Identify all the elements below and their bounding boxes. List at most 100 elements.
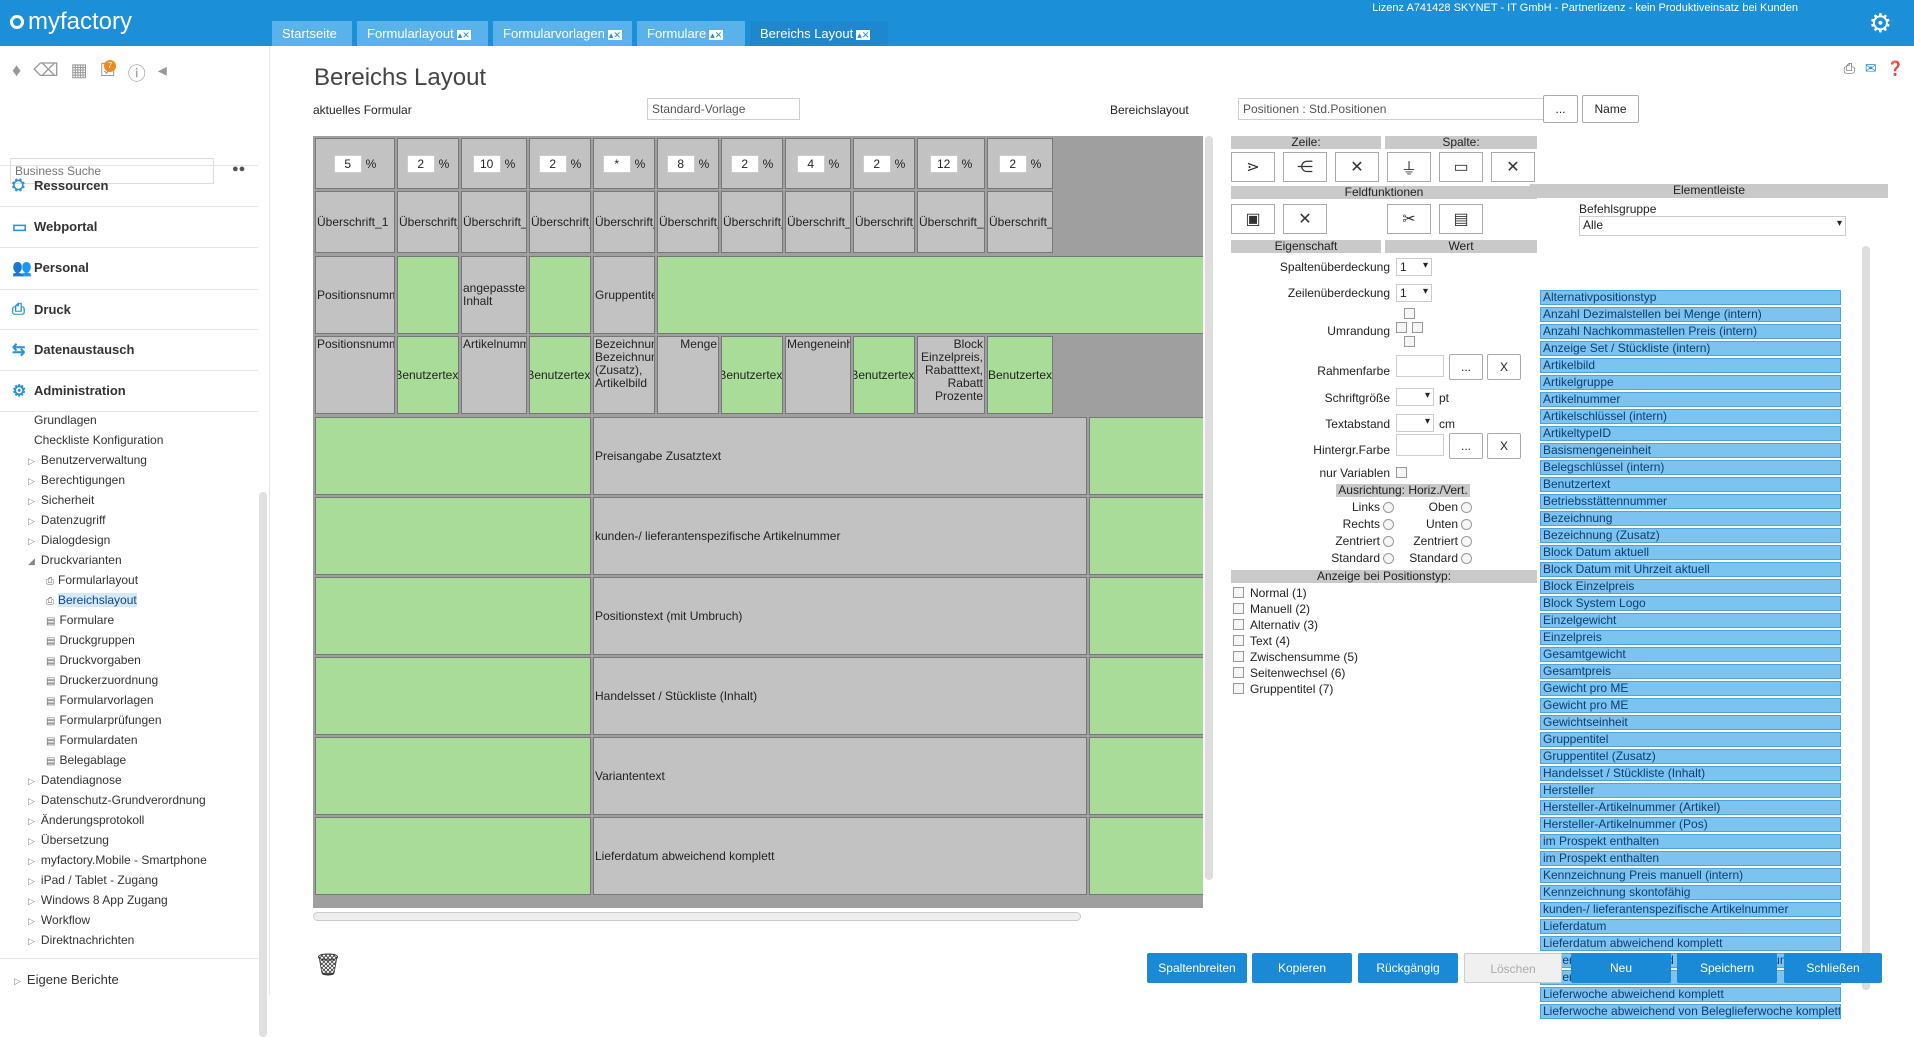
expand-icon[interactable]: ▷ bbox=[28, 496, 35, 506]
button-0[interactable]: Spaltenbreiten bbox=[1147, 953, 1247, 983]
zeilenueberdeckung-select[interactable]: 1 bbox=[1396, 284, 1432, 302]
column-width-input[interactable]: 2 bbox=[862, 154, 891, 173]
column-width-cell[interactable]: 8% bbox=[657, 138, 719, 189]
column-width-cell[interactable]: 2% bbox=[853, 138, 915, 189]
column-width-input[interactable]: 2 bbox=[730, 154, 759, 173]
calendar-icon[interactable]: ▦ bbox=[70, 60, 88, 80]
element-item[interactable]: Benutzertext bbox=[1540, 477, 1841, 492]
clear-field-icon[interactable]: ✕ bbox=[1283, 204, 1327, 234]
current-form-field[interactable]: Standard-Vorlage bbox=[647, 98, 800, 120]
tree-item-10[interactable]: ▤ Formulare bbox=[46, 613, 114, 627]
positionstyp-checkbox-1[interactable] bbox=[1233, 603, 1244, 614]
column-width-input[interactable]: 4 bbox=[796, 154, 825, 173]
column-width-cell[interactable]: 2% bbox=[987, 138, 1053, 189]
mail-icon[interactable]: ✉ bbox=[1864, 60, 1877, 76]
remove-element-icon[interactable]: ✂ bbox=[1387, 204, 1431, 234]
background-color-field[interactable] bbox=[1396, 434, 1444, 456]
column-width-cell[interactable]: *% bbox=[593, 138, 655, 189]
tree-item-18[interactable]: ▷ Datendiagnose bbox=[28, 773, 122, 787]
wide-row-right[interactable] bbox=[1089, 657, 1203, 735]
header-cell[interactable]: Überschrift_1 bbox=[315, 191, 395, 253]
element-item[interactable]: Lieferdatum abweichend komplett bbox=[1540, 936, 1841, 951]
expand-icon[interactable]: ▷ bbox=[28, 916, 35, 926]
positionstyp-checkbox-2[interactable] bbox=[1233, 619, 1244, 630]
wide-row-left[interactable] bbox=[315, 657, 591, 735]
column-width-input[interactable]: 10 bbox=[472, 154, 501, 173]
area-layout-field[interactable]: Positionen : Std.Positionen bbox=[1238, 98, 1546, 120]
expand-icon[interactable]: ▷ bbox=[28, 896, 35, 906]
vert-radio-1[interactable] bbox=[1461, 519, 1472, 530]
border-checkbox[interactable] bbox=[1404, 336, 1415, 347]
element-item[interactable]: Bezeichnung bbox=[1540, 511, 1841, 526]
tree-item-20[interactable]: ▷ Änderungsprotokoll bbox=[28, 813, 144, 827]
split-row-icon[interactable]: ⋲ bbox=[1283, 152, 1327, 182]
font-size-select[interactable] bbox=[1396, 388, 1434, 406]
column-width-cell[interactable]: 4% bbox=[785, 138, 851, 189]
info-icon[interactable]: ⓘ bbox=[127, 64, 146, 84]
header-cell[interactable]: Überschrift_8 bbox=[785, 191, 851, 253]
tree-item-2[interactable]: ▷ Benutzerverwaltung bbox=[28, 453, 147, 467]
delete-column-icon[interactable]: ✕ bbox=[1491, 152, 1535, 182]
element-item[interactable]: Kennzeichnung skontofähig bbox=[1540, 885, 1841, 900]
tab-close-icon[interactable]: ▴✕ bbox=[456, 30, 471, 40]
header-cell[interactable]: Überschrift_2 bbox=[397, 191, 459, 253]
wide-row-label[interactable]: Handelsset / Stückliste (Inhalt) bbox=[593, 657, 1087, 735]
column-width-cell[interactable]: 12% bbox=[917, 138, 985, 189]
insert-row-icon[interactable]: ⋗ bbox=[1231, 152, 1275, 182]
tree-item-17[interactable]: ▤ Belegablage bbox=[46, 753, 126, 767]
row3-positionsnummer[interactable]: Positionsnummer bbox=[315, 256, 395, 334]
element-item[interactable]: Artikelgruppe bbox=[1540, 375, 1841, 390]
wide-row-left[interactable] bbox=[315, 417, 591, 495]
grid-horizontal-scrollbar[interactable] bbox=[313, 912, 1081, 921]
tree-item-3[interactable]: ▷ Berechtigungen bbox=[28, 473, 125, 487]
command-group-select[interactable]: Alle bbox=[1579, 216, 1846, 236]
element-item[interactable]: Block Datum mit Uhrzeit aktuell bbox=[1540, 562, 1841, 577]
wide-row-right[interactable] bbox=[1089, 737, 1203, 815]
tree-item-16[interactable]: ▤ Formulardaten bbox=[46, 733, 138, 747]
wide-row-right[interactable] bbox=[1089, 577, 1203, 655]
delete-row-icon[interactable]: ✕ bbox=[1335, 152, 1379, 182]
element-item[interactable]: Einzelpreis bbox=[1540, 630, 1841, 645]
positionstyp-checkbox-3[interactable] bbox=[1233, 635, 1244, 646]
tree-item-0[interactable]: Grundlagen bbox=[28, 413, 97, 427]
vert-radio-2[interactable] bbox=[1461, 536, 1472, 547]
header-cell[interactable]: Überschrift_6 bbox=[657, 191, 719, 253]
row4-cell[interactable]: Block Einzelpreis, Rabatttext, Rabatt Pr… bbox=[917, 336, 985, 414]
element-item[interactable]: Handelsset / Stückliste (Inhalt) bbox=[1540, 766, 1841, 781]
folder-icon[interactable]: ▣ bbox=[1231, 204, 1275, 234]
column-width-input[interactable]: 2 bbox=[406, 154, 435, 173]
wide-row-left[interactable] bbox=[315, 577, 591, 655]
element-item[interactable]: Betriebsstättennummer bbox=[1540, 494, 1841, 509]
tab-0[interactable]: Startseite bbox=[272, 21, 352, 46]
column-width-cell[interactable]: 2% bbox=[397, 138, 459, 189]
column-width-cell[interactable]: 2% bbox=[721, 138, 783, 189]
element-item[interactable]: kunden-/ lieferantenspezifische Artikeln… bbox=[1540, 902, 1841, 917]
button-4[interactable]: Neu bbox=[1571, 953, 1671, 983]
element-item[interactable]: Hersteller-Artikelnummer (Pos) bbox=[1540, 817, 1841, 832]
background-color-clear-button[interactable]: X bbox=[1487, 433, 1521, 459]
header-cell[interactable]: Überschrift_3 bbox=[461, 191, 527, 253]
expand-icon[interactable]: ▷ bbox=[28, 936, 35, 946]
row4-cell[interactable]: Benutzertext bbox=[721, 336, 783, 414]
area-layout-name-button[interactable]: Name bbox=[1582, 95, 1639, 123]
expand-icon[interactable]: ▷ bbox=[28, 456, 35, 466]
element-item[interactable]: Block System Logo bbox=[1540, 596, 1841, 611]
gear-icon[interactable]: ⚙ bbox=[1868, 8, 1892, 38]
header-cell[interactable]: Überschrift_5 bbox=[593, 191, 655, 253]
element-item[interactable]: Artikelschlüssel (intern) bbox=[1540, 409, 1841, 424]
collapse-icon[interactable]: ◂ bbox=[157, 60, 167, 80]
header-cell[interactable]: Überschrift_7 bbox=[721, 191, 783, 253]
element-item[interactable]: Belegschlüssel (intern) bbox=[1540, 460, 1841, 475]
element-item[interactable]: Gruppentitel bbox=[1540, 732, 1841, 747]
element-item[interactable]: Alternativpositionstyp bbox=[1540, 290, 1841, 305]
sidebar-nav-0[interactable]: ⛭ Ressourcen bbox=[0, 165, 258, 205]
element-item[interactable]: Anzahl Nachkommastellen Preis (intern) bbox=[1540, 324, 1841, 339]
expand-icon[interactable]: ▷ bbox=[28, 876, 35, 886]
column-width-input[interactable]: 2 bbox=[998, 154, 1027, 173]
element-item[interactable]: Kennzeichnung Preis manuell (intern) bbox=[1540, 868, 1841, 883]
border-checkbox[interactable] bbox=[1404, 308, 1415, 319]
tab-close-icon[interactable]: ▴✕ bbox=[607, 30, 622, 40]
border-checkbox[interactable] bbox=[1412, 322, 1423, 333]
field-layout-icon[interactable]: ▤ bbox=[1439, 204, 1483, 234]
border-color-clear-button[interactable]: X bbox=[1487, 354, 1521, 380]
